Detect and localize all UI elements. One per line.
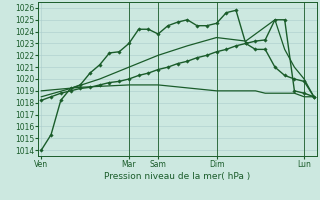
X-axis label: Pression niveau de la mer( hPa ): Pression niveau de la mer( hPa ) — [104, 172, 251, 181]
